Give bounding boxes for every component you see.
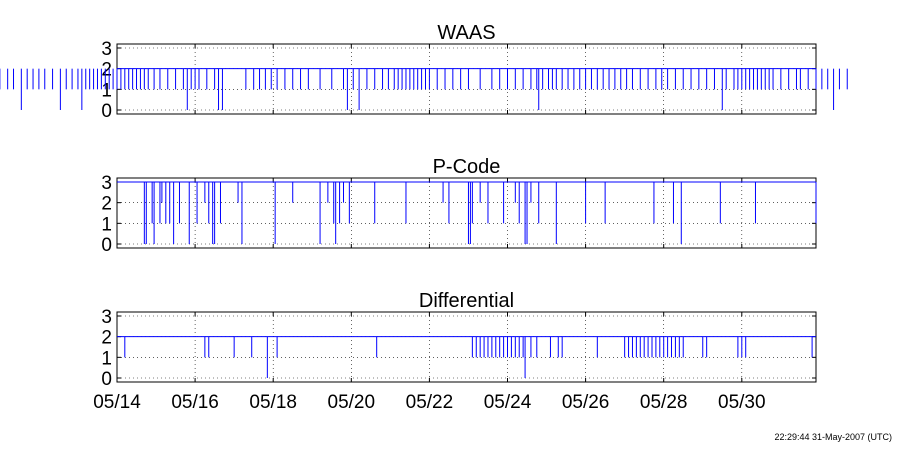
- y-tick-label: 1: [101, 214, 112, 235]
- panel-title: P-Code: [433, 156, 501, 178]
- y-tick-label: 2: [101, 328, 112, 349]
- x-tick-label: 05/28: [640, 392, 688, 413]
- y-tick-label: 0: [101, 101, 112, 122]
- x-tick-label: 05/14: [93, 392, 141, 413]
- axes-box: [116, 177, 817, 249]
- y-tick-label: 0: [101, 235, 112, 256]
- panel-title: WAAS: [437, 22, 495, 44]
- y-tick-label: 3: [101, 173, 112, 194]
- axes-box: [116, 43, 817, 115]
- y-tick-label: 3: [101, 39, 112, 60]
- axes-box: [116, 311, 817, 383]
- x-tick-label: 05/20: [328, 392, 376, 413]
- timestamp: 22:29:44 31-May-2007 (UTC): [774, 432, 892, 442]
- x-tick-label: 05/22: [406, 392, 454, 413]
- x-tick-label: 05/24: [484, 392, 532, 413]
- y-tick-label: 3: [101, 307, 112, 328]
- y-tick-label: 0: [101, 369, 112, 390]
- y-tick-label: 2: [101, 60, 112, 81]
- y-tick-label: 1: [101, 348, 112, 369]
- y-tick-label: 1: [101, 80, 112, 101]
- x-tick-label: 05/18: [249, 392, 297, 413]
- x-tick-label: 05/16: [171, 392, 219, 413]
- x-tick-label: 05/30: [718, 392, 766, 413]
- y-tick-label: 2: [101, 194, 112, 215]
- x-tick-label: 05/26: [562, 392, 610, 413]
- panel-title: Differential: [419, 290, 514, 312]
